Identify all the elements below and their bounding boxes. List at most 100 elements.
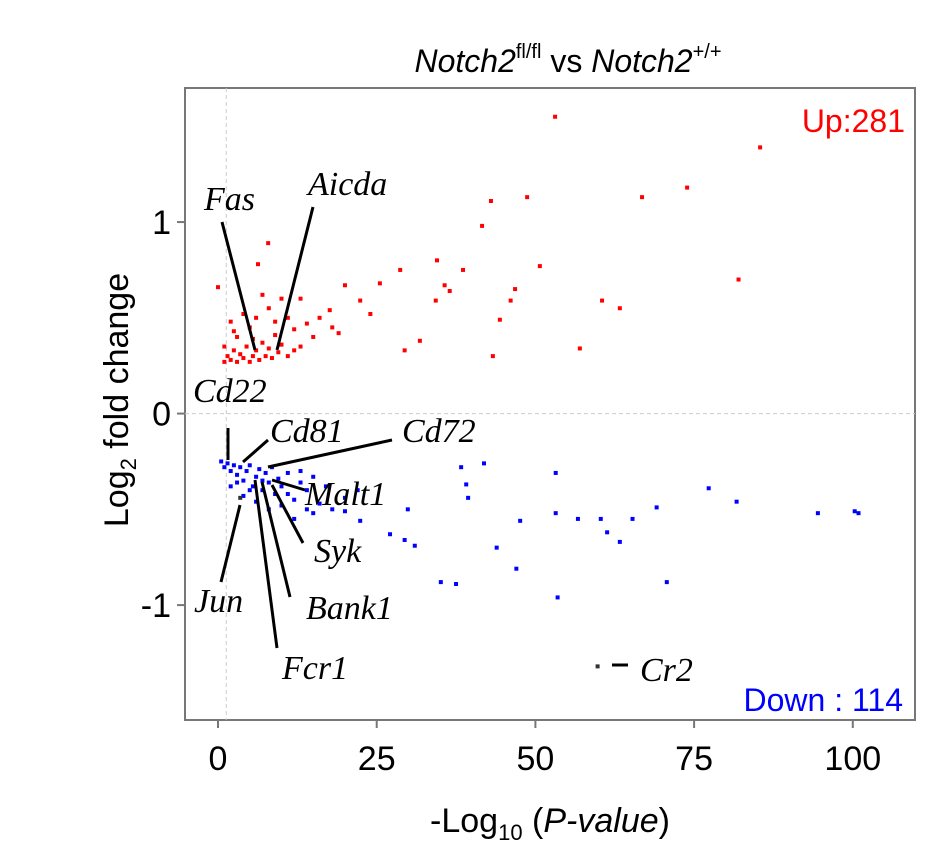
y-tick-label: -1 <box>141 587 171 625</box>
point <box>254 348 259 353</box>
point <box>285 470 290 475</box>
point <box>222 359 227 364</box>
point <box>537 264 542 269</box>
point <box>311 474 316 479</box>
point <box>525 195 530 200</box>
point <box>279 484 284 489</box>
point <box>225 461 230 466</box>
point <box>433 298 438 303</box>
point <box>327 308 332 313</box>
point <box>266 480 271 485</box>
point <box>447 289 452 294</box>
point <box>235 359 240 364</box>
point <box>685 185 690 190</box>
y-tick-label: 0 <box>152 396 171 434</box>
point <box>292 327 297 332</box>
point <box>292 516 297 521</box>
gene-label: Aicda <box>306 166 387 203</box>
point <box>553 470 558 475</box>
point <box>355 488 360 493</box>
point <box>513 287 518 292</box>
chart-title: Notch2fl/fl vs Notch2+/+ <box>414 41 721 79</box>
gene-label: Fcr1 <box>281 650 348 687</box>
point <box>815 511 820 516</box>
gene-label: Bank1 <box>306 590 393 627</box>
point <box>442 283 447 288</box>
y-axis-label: Log2 fold change <box>98 273 141 527</box>
leader-line <box>253 479 279 649</box>
point <box>488 198 493 203</box>
point <box>250 354 255 359</box>
point <box>298 344 303 349</box>
point <box>228 484 233 489</box>
point <box>285 315 290 320</box>
point <box>254 474 259 479</box>
leader-line <box>267 438 393 469</box>
point <box>323 484 328 489</box>
point <box>412 543 417 548</box>
x-tick-label: 50 <box>516 740 554 778</box>
point <box>256 262 260 267</box>
gene-label: Fas <box>203 181 255 218</box>
point <box>336 331 341 336</box>
point <box>266 346 271 351</box>
count-label: Down : 114 <box>744 682 904 718</box>
point <box>553 114 558 119</box>
point <box>238 352 243 357</box>
x-tick-label: 0 <box>209 740 228 778</box>
point <box>279 296 284 301</box>
point <box>706 486 711 491</box>
point <box>222 344 227 349</box>
point <box>654 505 659 510</box>
point <box>459 465 464 470</box>
point <box>247 488 252 493</box>
point <box>247 359 252 364</box>
point <box>342 283 347 288</box>
point <box>402 537 407 542</box>
point <box>494 545 499 550</box>
point <box>518 518 523 523</box>
point <box>466 495 471 500</box>
point <box>600 298 605 303</box>
point <box>228 469 233 474</box>
point <box>852 509 857 514</box>
point <box>216 285 221 290</box>
point <box>304 488 309 493</box>
point <box>285 354 290 359</box>
gene-label: Cd72 <box>402 413 476 450</box>
point <box>266 306 271 311</box>
point <box>292 497 297 502</box>
point <box>254 315 259 320</box>
point <box>231 348 236 353</box>
point <box>304 321 309 326</box>
point <box>640 195 645 200</box>
point <box>254 499 259 504</box>
point <box>279 342 284 347</box>
gene-label: Jun <box>194 583 243 620</box>
point <box>231 463 236 468</box>
point <box>235 480 240 485</box>
point <box>405 507 410 512</box>
point <box>317 501 322 506</box>
count-label: Up:281 <box>802 103 905 139</box>
point <box>358 518 363 523</box>
point <box>273 319 278 324</box>
point <box>508 298 513 303</box>
point <box>595 664 600 669</box>
point <box>241 493 246 498</box>
point <box>285 492 290 497</box>
point <box>330 325 335 330</box>
point <box>225 354 230 359</box>
point <box>238 495 243 500</box>
leader-line <box>219 504 242 583</box>
point <box>398 267 403 272</box>
point <box>276 476 281 481</box>
point <box>758 145 763 150</box>
point <box>630 516 635 521</box>
point <box>304 507 309 512</box>
point <box>438 580 443 585</box>
point <box>417 338 422 343</box>
point <box>368 311 373 316</box>
